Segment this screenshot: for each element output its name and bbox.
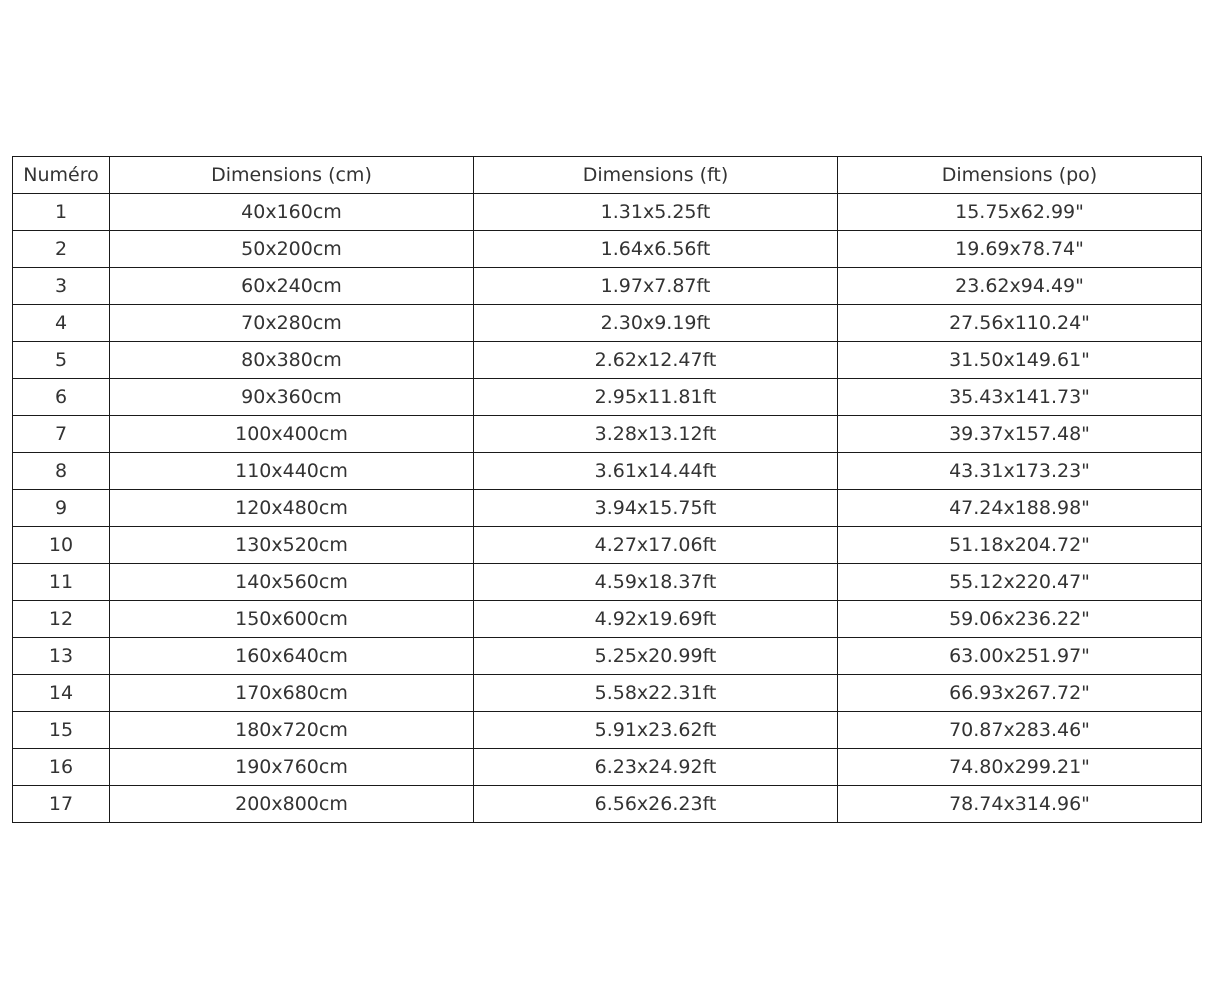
cell-dimensions-in: 47.24x188.98" — [837, 489, 1202, 527]
cell-dimensions-in: 59.06x236.22" — [837, 600, 1202, 638]
header-dimensions-cm: Dimensions (cm) — [109, 156, 474, 194]
cell-dimensions-cm: 70x280cm — [109, 304, 474, 342]
cell-dimensions-in: 39.37x157.48" — [837, 415, 1202, 453]
table-row: 4 70x280cm 2.30x9.19ft 27.56x110.24" — [12, 304, 1202, 342]
header-number: Numéro — [12, 156, 110, 194]
cell-dimensions-cm: 140x560cm — [109, 563, 474, 601]
cell-dimensions-in: 78.74x314.96" — [837, 785, 1202, 823]
cell-number: 1 — [12, 193, 110, 231]
cell-dimensions-ft: 3.28x13.12ft — [473, 415, 838, 453]
cell-number: 10 — [12, 526, 110, 564]
cell-dimensions-ft: 1.64x6.56ft — [473, 230, 838, 268]
size-table: Numéro Dimensions (cm) Dimensions (ft) D… — [12, 156, 1202, 823]
cell-dimensions-in: 19.69x78.74" — [837, 230, 1202, 268]
cell-dimensions-ft: 4.92x19.69ft — [473, 600, 838, 638]
table-row: 16 190x760cm 6.23x24.92ft 74.80x299.21" — [12, 748, 1202, 786]
cell-dimensions-ft: 6.23x24.92ft — [473, 748, 838, 786]
cell-number: 13 — [12, 637, 110, 675]
cell-number: 3 — [12, 267, 110, 305]
cell-dimensions-cm: 40x160cm — [109, 193, 474, 231]
cell-dimensions-cm: 60x240cm — [109, 267, 474, 305]
cell-number: 6 — [12, 378, 110, 416]
cell-dimensions-in: 51.18x204.72" — [837, 526, 1202, 564]
cell-dimensions-ft: 2.30x9.19ft — [473, 304, 838, 342]
table-row: 11 140x560cm 4.59x18.37ft 55.12x220.47" — [12, 563, 1202, 601]
table-row: 15 180x720cm 5.91x23.62ft 70.87x283.46" — [12, 711, 1202, 749]
cell-number: 9 — [12, 489, 110, 527]
cell-number: 5 — [12, 341, 110, 379]
cell-dimensions-in: 70.87x283.46" — [837, 711, 1202, 749]
table-row: 3 60x240cm 1.97x7.87ft 23.62x94.49" — [12, 267, 1202, 305]
cell-number: 2 — [12, 230, 110, 268]
cell-dimensions-cm: 160x640cm — [109, 637, 474, 675]
cell-dimensions-in: 63.00x251.97" — [837, 637, 1202, 675]
cell-dimensions-cm: 170x680cm — [109, 674, 474, 712]
cell-number: 12 — [12, 600, 110, 638]
cell-dimensions-in: 35.43x141.73" — [837, 378, 1202, 416]
cell-dimensions-in: 43.31x173.23" — [837, 452, 1202, 490]
table-row: 13 160x640cm 5.25x20.99ft 63.00x251.97" — [12, 637, 1202, 675]
cell-number: 16 — [12, 748, 110, 786]
cell-dimensions-cm: 80x380cm — [109, 341, 474, 379]
cell-number: 7 — [12, 415, 110, 453]
cell-dimensions-cm: 130x520cm — [109, 526, 474, 564]
cell-dimensions-cm: 110x440cm — [109, 452, 474, 490]
cell-dimensions-cm: 200x800cm — [109, 785, 474, 823]
table-row: 1 40x160cm 1.31x5.25ft 15.75x62.99" — [12, 193, 1202, 231]
table-row: 14 170x680cm 5.58x22.31ft 66.93x267.72" — [12, 674, 1202, 712]
cell-dimensions-cm: 150x600cm — [109, 600, 474, 638]
cell-dimensions-in: 55.12x220.47" — [837, 563, 1202, 601]
cell-dimensions-ft: 5.91x23.62ft — [473, 711, 838, 749]
table-row: 8 110x440cm 3.61x14.44ft 43.31x173.23" — [12, 452, 1202, 490]
cell-dimensions-ft: 6.56x26.23ft — [473, 785, 838, 823]
cell-dimensions-ft: 5.25x20.99ft — [473, 637, 838, 675]
cell-number: 17 — [12, 785, 110, 823]
table-row: 12 150x600cm 4.92x19.69ft 59.06x236.22" — [12, 600, 1202, 638]
table-row: 5 80x380cm 2.62x12.47ft 31.50x149.61" — [12, 341, 1202, 379]
header-dimensions-in: Dimensions (po) — [837, 156, 1202, 194]
cell-dimensions-ft: 4.27x17.06ft — [473, 526, 838, 564]
cell-dimensions-ft: 2.95x11.81ft — [473, 378, 838, 416]
cell-dimensions-in: 74.80x299.21" — [837, 748, 1202, 786]
cell-dimensions-ft: 2.62x12.47ft — [473, 341, 838, 379]
cell-dimensions-in: 31.50x149.61" — [837, 341, 1202, 379]
table-row: 17 200x800cm 6.56x26.23ft 78.74x314.96" — [12, 785, 1202, 823]
header-row: Numéro Dimensions (cm) Dimensions (ft) D… — [12, 156, 1202, 194]
table-body: 1 40x160cm 1.31x5.25ft 15.75x62.99" 2 50x200c… — [12, 193, 1202, 823]
table-row: 2 50x200cm 1.64x6.56ft 19.69x78.74" — [12, 230, 1202, 268]
cell-dimensions-in: 27.56x110.24" — [837, 304, 1202, 342]
cell-dimensions-ft: 3.61x14.44ft — [473, 452, 838, 490]
cell-dimensions-in: 66.93x267.72" — [837, 674, 1202, 712]
cell-dimensions-cm: 100x400cm — [109, 415, 474, 453]
cell-dimensions-cm: 120x480cm — [109, 489, 474, 527]
cell-number: 4 — [12, 304, 110, 342]
cell-dimensions-ft: 3.94x15.75ft — [473, 489, 838, 527]
cell-dimensions-cm: 50x200cm — [109, 230, 474, 268]
cell-number: 14 — [12, 674, 110, 712]
cell-number: 8 — [12, 452, 110, 490]
cell-dimensions-ft: 1.97x7.87ft — [473, 267, 838, 305]
cell-dimensions-cm: 180x720cm — [109, 711, 474, 749]
cell-dimensions-ft: 1.31x5.25ft — [473, 193, 838, 231]
cell-dimensions-ft: 5.58x22.31ft — [473, 674, 838, 712]
cell-number: 11 — [12, 563, 110, 601]
cell-dimensions-cm: 190x760cm — [109, 748, 474, 786]
table-header: Numéro Dimensions (cm) Dimensions (ft) D… — [12, 156, 1202, 194]
cell-dimensions-cm: 90x360cm — [109, 378, 474, 416]
cell-dimensions-in: 15.75x62.99" — [837, 193, 1202, 231]
table-row: 6 90x360cm 2.95x11.81ft 35.43x141.73" — [12, 378, 1202, 416]
table-row: 9 120x480cm 3.94x15.75ft 47.24x188.98" — [12, 489, 1202, 527]
table-row: 10 130x520cm 4.27x17.06ft 51.18x204.72" — [12, 526, 1202, 564]
header-dimensions-ft: Dimensions (ft) — [473, 156, 838, 194]
cell-dimensions-in: 23.62x94.49" — [837, 267, 1202, 305]
cell-dimensions-ft: 4.59x18.37ft — [473, 563, 838, 601]
cell-number: 15 — [12, 711, 110, 749]
table-row: 7 100x400cm 3.28x13.12ft 39.37x157.48" — [12, 415, 1202, 453]
